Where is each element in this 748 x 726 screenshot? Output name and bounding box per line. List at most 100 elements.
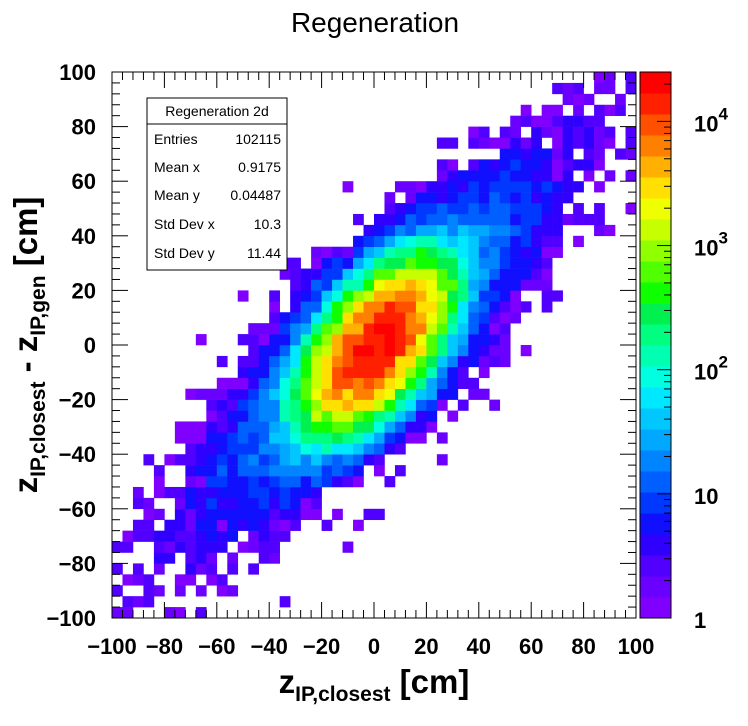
heatmap-cell — [594, 213, 605, 226]
heatmap-cell — [290, 312, 301, 324]
heatmap-cell — [531, 126, 542, 138]
heatmap-cell — [353, 301, 364, 313]
heatmap-cell — [374, 355, 385, 368]
heatmap-cell — [332, 410, 343, 422]
heatmap-cell — [227, 443, 239, 455]
heatmap-cell — [499, 246, 511, 258]
heatmap-cell — [321, 377, 333, 389]
heatmap-cell — [122, 607, 134, 619]
color-scale-swatch — [640, 450, 671, 472]
heatmap-cell — [415, 279, 427, 291]
heatmap-cell — [457, 323, 469, 335]
heatmap-cell — [206, 508, 218, 521]
heatmap-cell — [573, 137, 584, 149]
heatmap-cell — [562, 181, 574, 193]
heatmap-cell — [279, 399, 291, 411]
heatmap-cell — [457, 290, 469, 302]
heatmap-cell — [436, 323, 448, 335]
heatmap-cell — [468, 323, 480, 335]
heatmap-cell — [143, 519, 155, 531]
heatmap-cell — [374, 301, 385, 313]
heatmap-cell — [374, 290, 385, 302]
heatmap-cell — [321, 366, 333, 379]
heatmap-cell — [436, 290, 448, 302]
color-scale-label: 102 — [694, 353, 728, 385]
heatmap-cell — [363, 508, 375, 521]
x-tick-label: 100 — [618, 634, 655, 659]
heatmap-cell — [332, 476, 343, 488]
color-scale-swatch — [640, 387, 671, 409]
heatmap-cell — [206, 552, 218, 564]
heatmap-cell — [520, 159, 532, 171]
heatmap-cell — [216, 410, 228, 422]
heatmap-cell — [122, 530, 134, 542]
heatmap-cell — [248, 345, 260, 357]
heatmap-cell — [216, 530, 228, 542]
heatmap-cell — [478, 355, 490, 368]
heatmap-cell — [552, 82, 563, 95]
heatmap-cell — [248, 530, 260, 542]
heatmap-cell — [258, 410, 270, 422]
heatmap-cell — [384, 246, 396, 258]
heatmap-cell — [405, 224, 417, 237]
heatmap-cell — [499, 345, 511, 357]
heatmap-cell — [237, 355, 249, 368]
heatmap-cell — [436, 257, 448, 269]
heatmap-cell — [562, 126, 574, 138]
heatmap-cell — [583, 213, 595, 226]
heatmap-cell — [353, 213, 364, 226]
heatmap-cell — [332, 246, 343, 258]
heatmap-cell — [342, 312, 354, 324]
heatmap-cell — [248, 432, 260, 444]
stats-value-std-x: 10.3 — [254, 216, 281, 232]
heatmap-cell — [353, 519, 364, 531]
heatmap-cell — [436, 279, 448, 291]
heatmap-cell — [216, 443, 228, 455]
heatmap-cell — [531, 170, 542, 182]
heatmap-cell — [132, 596, 144, 608]
heatmap-cell — [112, 563, 123, 575]
heatmap-cell — [384, 224, 396, 237]
heatmap-cell — [290, 257, 301, 269]
heatmap-cell — [206, 541, 218, 553]
heatmap-cell — [143, 454, 155, 466]
heatmap-cell — [405, 366, 417, 379]
heatmap-cell — [510, 159, 522, 171]
heatmap-cell — [174, 454, 186, 466]
heatmap-cell — [321, 410, 333, 422]
heatmap-cell — [269, 443, 280, 455]
heatmap-cell — [363, 235, 375, 248]
y-axis-unit: [cm] — [7, 197, 44, 276]
x-tick-label: 60 — [519, 634, 543, 659]
heatmap-cell — [216, 355, 228, 368]
heatmap-cell — [237, 410, 249, 422]
heatmap-cell — [562, 192, 574, 204]
heatmap-cell — [153, 486, 165, 499]
x-axis-title: zIP,closest [cm] — [279, 663, 470, 706]
heatmap-cell — [290, 421, 301, 433]
heatmap-cell — [447, 388, 459, 400]
heatmap-cell — [269, 541, 280, 553]
heatmap-cell — [374, 388, 385, 400]
heatmap-cell — [405, 268, 417, 280]
heatmap-cell — [279, 519, 291, 531]
heatmap-cell — [206, 476, 218, 488]
heatmap-cell — [625, 137, 637, 149]
heatmap-cell — [478, 268, 490, 280]
heatmap-cell — [573, 115, 584, 127]
heatmap-cell — [415, 345, 427, 357]
heatmap-cell — [311, 334, 322, 346]
heatmap-cell — [290, 279, 301, 291]
heatmap-cell — [499, 203, 511, 215]
heatmap-cell — [374, 508, 385, 521]
color-scale-swatch — [640, 93, 671, 115]
heatmap-cell — [541, 290, 553, 302]
heatmap-cell — [510, 213, 522, 226]
heatmap-cell — [510, 312, 522, 324]
stats-label-entries: Entries — [154, 131, 198, 147]
heatmap-cell — [573, 203, 584, 215]
heatmap-cell — [415, 399, 427, 411]
heatmap-cell — [363, 355, 375, 368]
heatmap-cell — [122, 574, 134, 586]
heatmap-cell — [447, 312, 459, 324]
